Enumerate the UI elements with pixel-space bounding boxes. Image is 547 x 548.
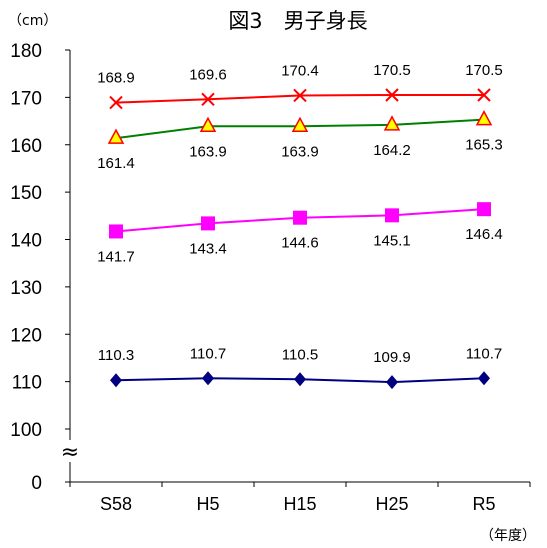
y-tick-label: 110 (12, 373, 42, 394)
data-point-x-mark (201, 92, 215, 106)
y-tick-label: 0 (31, 473, 42, 494)
x-tick-label: H15 (283, 494, 316, 514)
svg-text:≈: ≈ (61, 440, 79, 465)
y-tick-label: 170 (10, 88, 42, 109)
y-axis-ticks: 180 170 160 150 140 130 120 110 100 0 (10, 41, 70, 494)
data-label: 110.3 (98, 347, 134, 364)
data-label: 170.5 (465, 62, 503, 79)
y-axis-unit: （cm） (8, 13, 57, 29)
y-tick-label: 120 (10, 325, 42, 346)
data-point-diamond (294, 372, 306, 387)
series-4: 110.3 110.7 110.5 109.9 110.7 (98, 345, 502, 390)
data-label: 144.6 (281, 235, 319, 252)
data-point-square (201, 216, 215, 231)
y-tick-label: 130 (10, 278, 42, 299)
data-point-triangle (107, 128, 125, 144)
y-tick-label: 180 (10, 41, 42, 62)
data-label: 109.9 (373, 349, 411, 366)
data-label: 110.7 (466, 345, 502, 362)
y-tick-label: 140 (10, 231, 42, 252)
data-point-diamond (386, 375, 398, 390)
data-label: 145.1 (373, 232, 411, 249)
data-point-square (293, 210, 307, 225)
x-axis-unit: （年度） (480, 528, 536, 544)
data-label: 141.7 (97, 248, 135, 265)
data-label: 163.9 (189, 143, 227, 160)
series-3: 141.7 143.4 144.6 145.1 146.4 (97, 202, 503, 265)
series-layer: 168.9 169.6 170.4 170.5 170.5 161.4 163.9 163.9… (97, 62, 503, 390)
y-tick-label: 100 (10, 420, 42, 441)
data-point-square (109, 224, 123, 239)
series-1: 168.9 169.6 170.4 170.5 170.5 (97, 62, 503, 110)
data-point-square (477, 202, 491, 217)
data-point-diamond (478, 371, 490, 386)
data-point-diamond (202, 371, 214, 386)
data-label: 161.4 (97, 155, 135, 172)
data-point-triangle (475, 110, 493, 126)
data-point-x-mark (109, 95, 123, 110)
data-point-square (385, 208, 399, 223)
data-point-x-mark (385, 88, 399, 102)
x-tick-label: H25 (375, 494, 408, 514)
data-point-x-mark (293, 88, 307, 103)
x-axis-ticks: S58 H5 H15 H25 R5 (69, 482, 531, 514)
data-point-triangle (383, 115, 401, 131)
x-tick-label: R5 (472, 494, 495, 514)
y-tick-label: 150 (10, 183, 42, 204)
data-label: 143.4 (189, 240, 227, 257)
data-label: 163.9 (281, 143, 319, 160)
data-label: 146.4 (465, 226, 503, 243)
data-label: 170.4 (281, 62, 319, 79)
data-label: 110.7 (190, 345, 226, 362)
data-label: 165.3 (465, 137, 503, 154)
data-label: 169.6 (189, 66, 227, 83)
data-label: 168.9 (97, 70, 135, 87)
series-2: 161.4 163.9 163.9 164.2 165.3 (97, 110, 503, 172)
data-label: 110.5 (282, 346, 318, 363)
data-point-x-mark (477, 88, 491, 102)
chart-title: 図3 男子身長 (228, 9, 367, 33)
axis-break-icon: ≈ (60, 440, 82, 465)
data-point-diamond (110, 373, 122, 388)
data-label: 164.2 (373, 142, 411, 159)
x-tick-label: H5 (196, 494, 219, 514)
data-label: 170.5 (373, 62, 411, 79)
y-tick-label: 160 (10, 136, 42, 157)
data-point-triangle (199, 116, 217, 133)
x-tick-label: S58 (100, 494, 132, 514)
data-point-triangle (291, 116, 309, 133)
